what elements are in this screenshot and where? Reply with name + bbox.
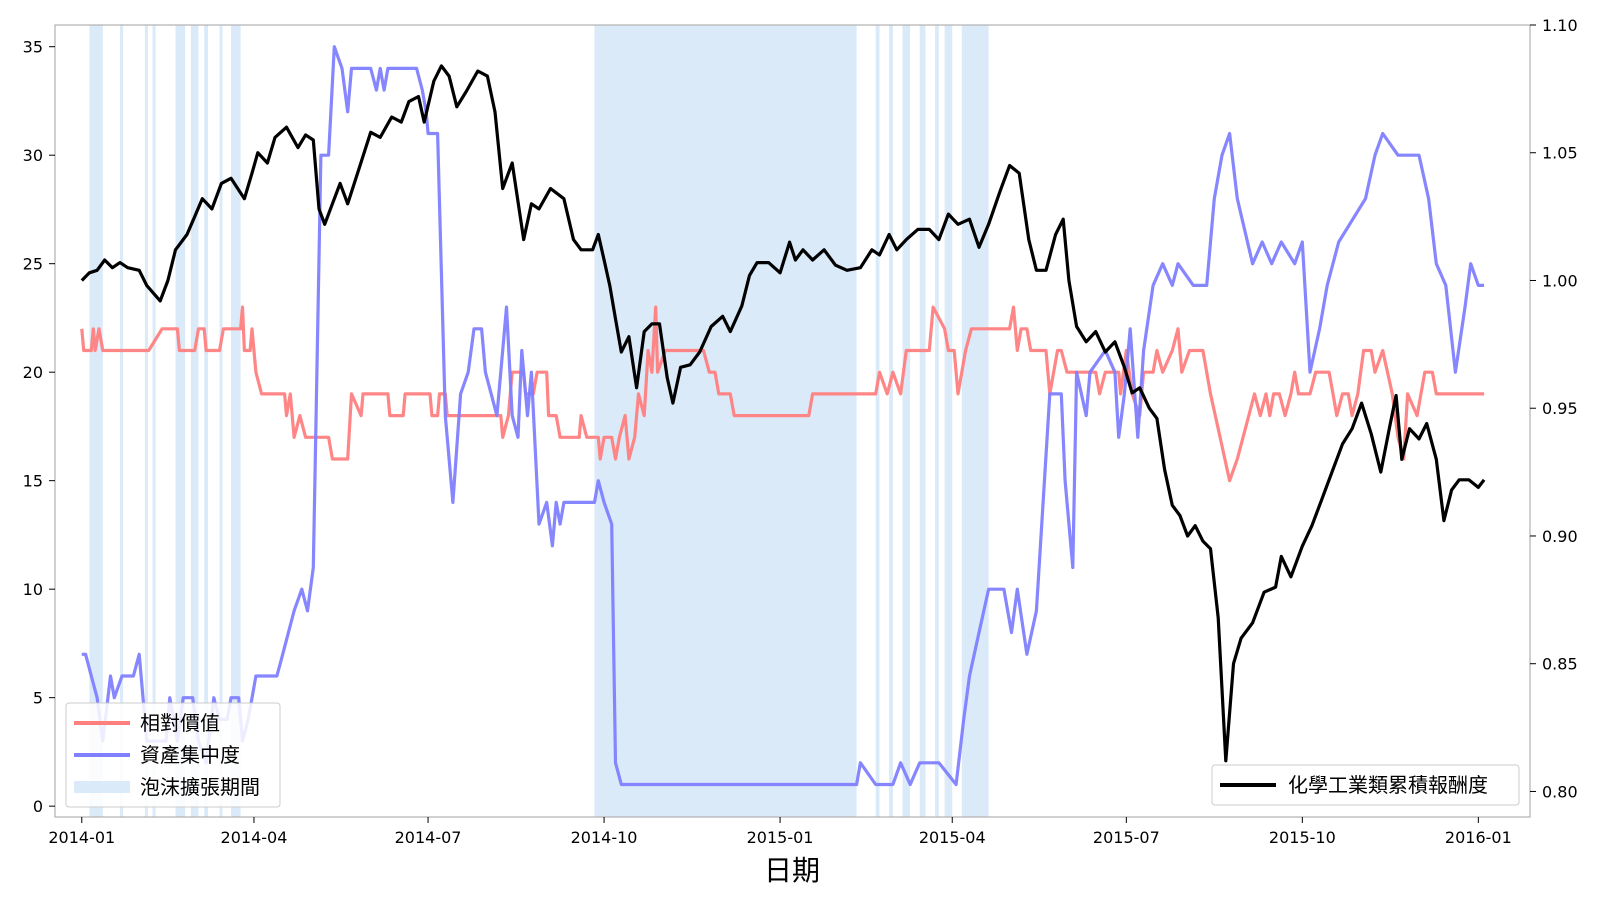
- y-left-tick-label-2: 10: [23, 580, 43, 599]
- x-tick-label-1: 2014-04: [221, 828, 288, 847]
- bubble-band-3: [152, 25, 156, 817]
- plot-frame: [54, 24, 1531, 818]
- x-tick-label-8: 2016-01: [1445, 828, 1512, 847]
- y-left-tick-label-0: 0: [33, 797, 43, 816]
- bubble-band-0: [89, 25, 103, 817]
- bubble-band-5: [190, 25, 199, 817]
- legend-label-chem-return: 化學工業類累積報酬度: [1288, 773, 1488, 797]
- bubble-band-14: [935, 25, 939, 817]
- bubble-band-16: [961, 25, 989, 817]
- bubble-band-9: [594, 25, 857, 817]
- x-tick-label-0: 2014-01: [48, 828, 115, 847]
- y-left-tick-label-6: 30: [23, 146, 43, 165]
- series-line-0: [80, 305, 1485, 483]
- y-left-tick-label-5: 25: [23, 255, 43, 274]
- y-axis-right: 0.80 0.85 0.90 0.95 1.00 1.05 1.10: [1530, 16, 1578, 801]
- x-tick-label-7: 2015-10: [1269, 828, 1336, 847]
- bubble-band-13: [919, 25, 926, 817]
- y-left-tick-label-3: 15: [23, 472, 43, 491]
- y-right-tick-label-3: 0.95: [1542, 399, 1578, 418]
- bubble-band-7: [219, 25, 223, 817]
- bubble-band-6: [204, 25, 209, 817]
- x-tick-label-4: 2015-01: [747, 828, 814, 847]
- bubble-band-2: [144, 25, 148, 817]
- y-right-tick-label-5: 1.05: [1542, 144, 1578, 163]
- bubble-period-bands: [89, 25, 989, 817]
- bubble-band-11: [889, 25, 893, 817]
- x-axis-label: 日期: [764, 854, 820, 887]
- y-right-tick-label-0: 0.80: [1542, 782, 1578, 801]
- bubble-band-12: [902, 25, 911, 817]
- series-line-2: [80, 64, 1486, 763]
- y-axis-left: 0 5 10 15 20 25 30 35: [23, 38, 55, 816]
- legend-left: 相對價值 資產集中度 泡沫擴張期間: [65, 702, 281, 808]
- y-left-tick-label-7: 35: [23, 38, 43, 57]
- x-tick-label-5: 2015-04: [919, 828, 986, 847]
- y-left-tick-label-4: 20: [23, 363, 43, 382]
- x-tick-label-2: 2014-07: [395, 828, 462, 847]
- bubble-band-4: [175, 25, 186, 817]
- bubble-band-10: [875, 25, 880, 817]
- y-right-tick-label-6: 1.10: [1542, 16, 1578, 35]
- y-right-tick-label-1: 0.85: [1542, 655, 1578, 674]
- legend-label-relative-value: 相對價值: [140, 711, 220, 735]
- legend-label-bubble-periods: 泡沫擴張期間: [140, 775, 260, 799]
- x-tick-label-3: 2014-10: [571, 828, 638, 847]
- bubble-band-15: [944, 25, 953, 817]
- y-right-tick-label-4: 1.00: [1542, 271, 1578, 290]
- x-tick-label-6: 2015-07: [1093, 828, 1160, 847]
- bubble-band-1: [120, 25, 124, 817]
- legend-right-box: [1211, 764, 1520, 806]
- bubble-band-8: [231, 25, 241, 817]
- y-right-tick-label-2: 0.90: [1542, 527, 1578, 546]
- x-axis: 2014-01 2014-04 2014-07 2014-10 2015-01 2015-…: [48, 817, 1512, 847]
- y-left-tick-label-1: 5: [33, 689, 43, 708]
- legend-right: 化學工業類累積報酬度: [1211, 764, 1520, 806]
- legend-label-asset-concentration: 資產集中度: [140, 743, 240, 767]
